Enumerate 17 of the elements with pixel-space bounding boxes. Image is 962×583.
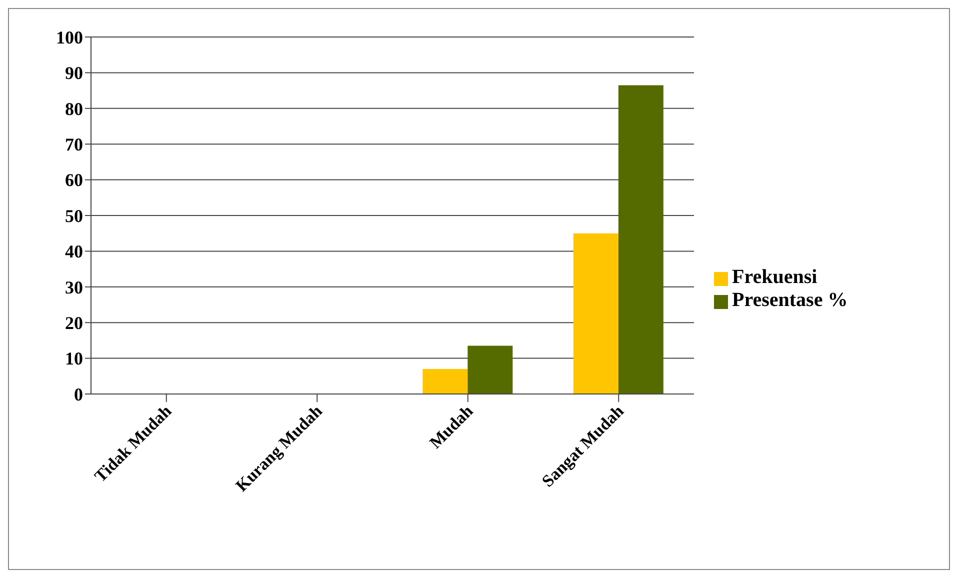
- bar: [422, 369, 468, 394]
- y-tick-label: 100: [56, 27, 83, 48]
- bar: [468, 346, 513, 394]
- y-tick-label: 0: [74, 384, 83, 404]
- y-tick-label: 80: [65, 98, 83, 119]
- y-tick-label: 10: [65, 348, 83, 369]
- y-tick-label: 90: [65, 63, 83, 84]
- y-tick-label: 70: [65, 134, 83, 154]
- y-tick-label: 60: [65, 170, 83, 190]
- bar: [618, 85, 664, 394]
- y-tick-label: 50: [65, 206, 83, 226]
- legend-label: Presentase %: [732, 289, 848, 311]
- y-tick-label: 30: [65, 277, 83, 298]
- legend-label: Frekuensi: [732, 266, 818, 288]
- y-tick-label: 40: [65, 242, 83, 262]
- y-tick-label: 20: [65, 312, 83, 333]
- bar: [573, 233, 618, 394]
